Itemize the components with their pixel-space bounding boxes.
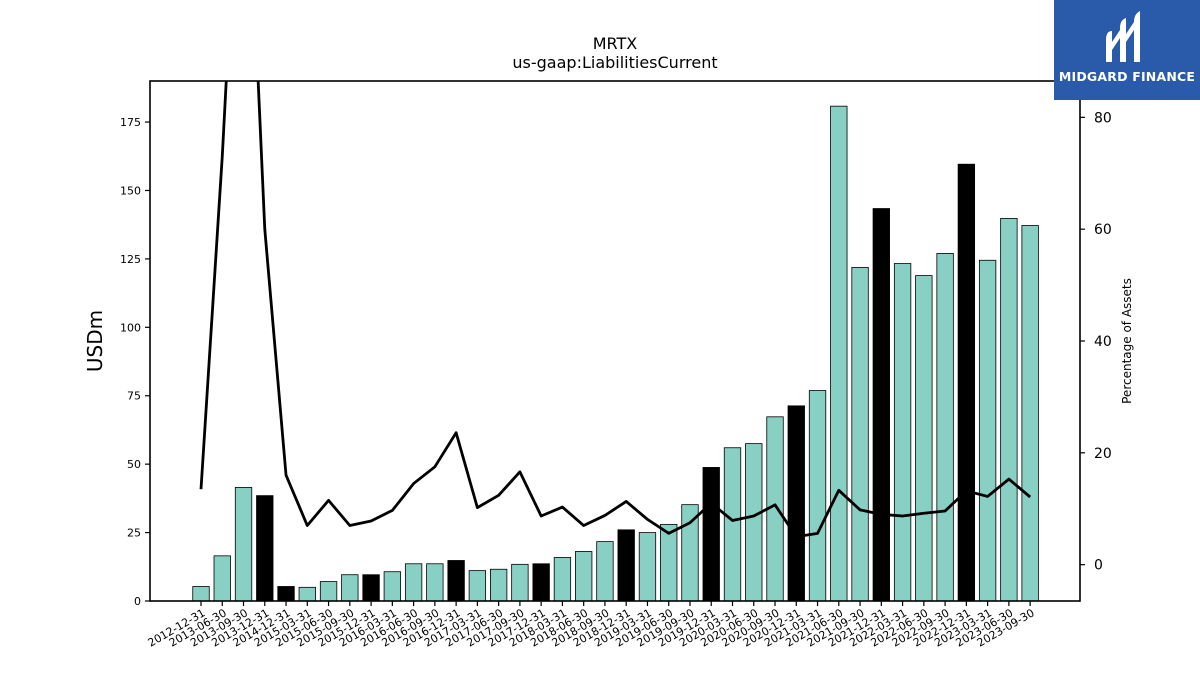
bar-2015-06-30 xyxy=(319,581,338,601)
bar-2018-03-31 xyxy=(553,557,572,601)
y-tick-label: 100 xyxy=(120,321,141,334)
bar-2016-09-30 xyxy=(426,563,444,601)
bar-2015-03-31 xyxy=(298,586,316,601)
y-right-tick-label: 80 xyxy=(1094,110,1112,126)
bar-2012-12-31 xyxy=(192,586,210,601)
logo-text: MIDGARD FINANCE xyxy=(1058,69,1196,84)
bar-2019-12-31 xyxy=(702,467,720,601)
midgard-finance-logo: MIDGARD FINANCE xyxy=(1054,0,1200,100)
bar-2020-06-30 xyxy=(745,443,763,601)
bar-2023-03-31 xyxy=(978,259,997,601)
bar-2016-06-30 xyxy=(404,563,423,601)
y-tick-label: 175 xyxy=(120,116,141,129)
y-right-tick-label: 60 xyxy=(1094,222,1112,238)
y-tick-label: 125 xyxy=(120,253,141,266)
bar-2021-09-30 xyxy=(851,266,869,601)
bar-2019-06-30 xyxy=(660,523,678,601)
bar-2021-12-31 xyxy=(872,208,890,601)
bar-2017-06-30 xyxy=(489,568,508,601)
chart-subtitle: us-gaap:LiabilitiesCurrent xyxy=(512,53,717,72)
y-right-tick-label: 0 xyxy=(1094,558,1103,574)
bar-2021-06-30 xyxy=(830,105,848,601)
bar-2018-09-30 xyxy=(596,541,614,601)
bar-2015-09-30 xyxy=(341,574,359,601)
bar-2020-12-31 xyxy=(787,405,805,601)
y-tick-label: 75 xyxy=(127,390,141,403)
bar-2020-03-31 xyxy=(723,447,742,601)
y-right-tick-label: 20 xyxy=(1094,446,1112,462)
bar-2022-03-31 xyxy=(893,263,912,601)
axes-layer: 02550751001251501750204060802012-12-3120… xyxy=(120,80,1112,650)
bar-2022-12-31 xyxy=(957,163,976,601)
bar-2017-03-31 xyxy=(468,570,487,601)
bar-2018-12-31 xyxy=(617,529,635,601)
bar-2021-03-31 xyxy=(808,390,827,601)
y-tick-label: 150 xyxy=(120,184,141,197)
bar-2018-06-30 xyxy=(575,551,593,601)
bar-2013-12-31 xyxy=(256,495,274,601)
bar-2016-12-31 xyxy=(447,560,465,601)
logo-mark-icon xyxy=(1106,11,1140,62)
y-right-tick-label: 40 xyxy=(1094,334,1112,350)
bar-2017-12-31 xyxy=(532,563,550,601)
y-tick-label: 0 xyxy=(134,595,141,608)
chart-title: MRTX xyxy=(593,34,638,53)
bar-2023-09-30 xyxy=(1021,225,1039,601)
y-tick-label: 25 xyxy=(127,527,141,540)
y-axis-label: USDm xyxy=(83,310,107,372)
bar-2022-09-30 xyxy=(936,253,954,601)
bar-2022-06-30 xyxy=(915,275,933,601)
y-tick-label: 50 xyxy=(127,458,141,471)
y-axis-right-label: Percentage of Assets xyxy=(1120,278,1134,404)
bar-2016-03-31 xyxy=(383,571,401,601)
bar-2015-12-31 xyxy=(362,574,380,601)
bars-layer xyxy=(192,105,1039,601)
bar-2023-06-30 xyxy=(1000,217,1018,601)
percentage-line xyxy=(199,81,1032,539)
line-layer xyxy=(199,81,1032,539)
bar-2019-03-31 xyxy=(638,532,657,601)
bar-2013-09-30 xyxy=(234,487,253,601)
bar-2017-09-30 xyxy=(511,563,529,601)
bar-2013-06-30 xyxy=(213,555,231,601)
bar-2014-12-31 xyxy=(277,586,295,601)
bar-2019-09-30 xyxy=(681,504,699,601)
